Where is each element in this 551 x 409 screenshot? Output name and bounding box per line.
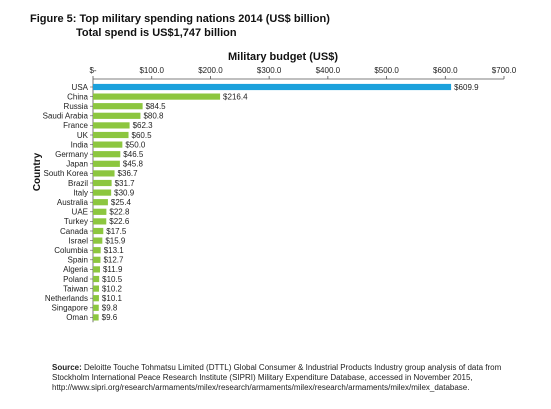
category-label: India <box>71 140 89 149</box>
category-label: USA <box>72 83 89 92</box>
bar <box>93 314 99 321</box>
figure-title: Figure 5: Top military spending nations … <box>30 12 330 40</box>
bar <box>93 218 107 225</box>
category-label: Russia <box>64 102 89 111</box>
figure-title-line1: Figure 5: Top military spending nations … <box>30 13 330 25</box>
bar <box>93 103 143 110</box>
category-label: Germany <box>55 150 88 159</box>
category-label: Australia <box>57 198 89 207</box>
category-label: Oman <box>66 313 88 322</box>
category-label: Spain <box>68 256 88 265</box>
bars: USA $609.9 China $216.4 Russia $84.5 Saudi Ara… <box>43 83 479 322</box>
x-tick-label: $500.0 <box>374 66 399 75</box>
value-label: $216.4 <box>223 92 248 101</box>
value-label: $31.7 <box>115 179 136 188</box>
source-label: Source: <box>52 363 82 372</box>
category-label: Israel <box>68 236 88 245</box>
bar <box>93 285 99 292</box>
bar <box>93 227 104 235</box>
value-label: $12.7 <box>103 256 124 265</box>
value-label: $9.6 <box>102 313 118 322</box>
bar <box>93 247 101 254</box>
bar <box>93 122 130 129</box>
bar <box>93 131 129 139</box>
category-label: Brazil <box>68 179 88 188</box>
x-tick-label: $700.0 <box>492 66 517 75</box>
chart-title: Military budget (US$) <box>228 51 338 63</box>
x-tick-label: $100.0 <box>139 66 164 75</box>
category-label: France <box>63 121 88 130</box>
x-tick-label: $300.0 <box>257 66 282 75</box>
bar <box>93 304 99 311</box>
value-label: $30.9 <box>114 188 135 197</box>
y-axis-label: Country <box>32 152 43 191</box>
category-label: Netherlands <box>45 294 88 303</box>
value-label: $609.9 <box>454 83 479 92</box>
bar <box>93 112 141 119</box>
value-label: $80.8 <box>143 112 164 121</box>
value-label: $22.6 <box>109 217 130 226</box>
value-label: $11.9 <box>103 265 123 274</box>
category-label: Columbia <box>54 246 88 255</box>
value-label: $9.8 <box>102 304 118 313</box>
value-label: $50.0 <box>125 140 146 149</box>
value-label: $10.2 <box>102 284 123 293</box>
value-label: $25.4 <box>111 198 132 207</box>
bar <box>93 199 108 206</box>
value-label: $10.1 <box>102 294 123 303</box>
bar <box>93 237 103 244</box>
bar <box>93 179 112 187</box>
bar <box>93 141 123 148</box>
value-label: $10.5 <box>102 275 123 284</box>
bar <box>93 160 120 167</box>
category-label: Japan <box>66 160 88 169</box>
bar <box>93 275 100 283</box>
bar <box>93 208 107 215</box>
figure-title-line2: Total spend is US$1,747 billion <box>76 27 237 39</box>
category-label: Poland <box>63 275 88 284</box>
source-note: Source: Deloitte Touche Tohmatsu Limited… <box>52 363 522 393</box>
bar <box>93 189 112 196</box>
category-label: Singapore <box>52 304 89 313</box>
bar <box>93 266 100 273</box>
category-label: Canada <box>60 227 89 236</box>
bar <box>93 93 221 100</box>
value-label: $45.8 <box>123 160 144 169</box>
bar <box>93 256 101 263</box>
bar <box>93 295 99 302</box>
category-label: Algeria <box>63 265 88 274</box>
x-axis: $- $100.0 $200.0 $300.0 $400.0 $500.0 $600.0 $7… <box>89 66 517 323</box>
x-tick-label: $600.0 <box>433 66 458 75</box>
category-label: Italy <box>73 188 88 197</box>
value-label: $15.9 <box>105 236 126 245</box>
bar <box>93 170 115 177</box>
source-text: Deloitte Touche Tohmatsu Limited (DTTL) … <box>52 363 502 392</box>
value-label: $62.3 <box>133 121 154 130</box>
category-label: Saudi Arabia <box>43 112 89 121</box>
value-label: $36.7 <box>118 169 139 178</box>
bar <box>93 151 121 158</box>
value-label: $60.5 <box>132 131 153 140</box>
category-label: UAE <box>72 208 88 217</box>
x-tick-label: $200.0 <box>198 66 223 75</box>
value-label: $84.5 <box>146 102 167 111</box>
category-label: South Korea <box>44 169 89 178</box>
bar <box>93 83 452 91</box>
category-label: China <box>67 92 88 101</box>
category-label: UK <box>77 131 89 140</box>
value-label: $46.5 <box>123 150 144 159</box>
category-label: Taiwan <box>63 284 88 293</box>
value-label: $17.5 <box>106 227 127 236</box>
category-label: Turkey <box>64 217 88 226</box>
x-tick-label: $- <box>89 66 96 75</box>
value-label: $13.1 <box>104 246 125 255</box>
value-label: $22.8 <box>109 208 130 217</box>
x-tick-label: $400.0 <box>316 66 341 75</box>
military-budget-bar-chart: Military budget (US$) Country $- $100.0 $2… <box>32 51 517 323</box>
